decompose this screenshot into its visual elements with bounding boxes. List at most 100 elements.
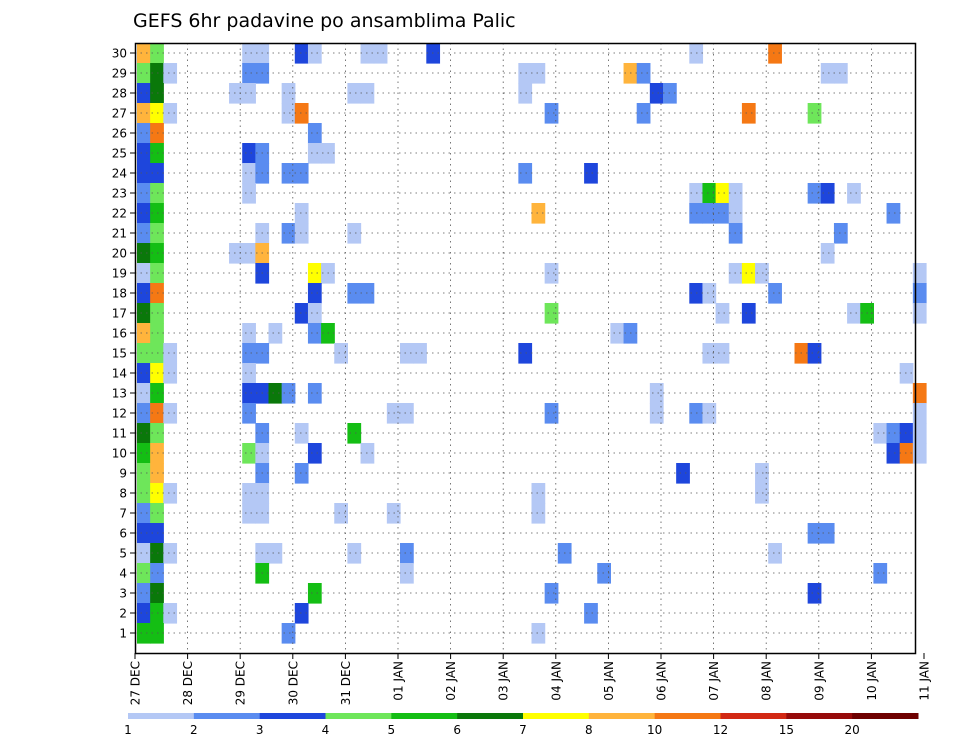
heatmap-cell [268,323,283,344]
heatmap-cell [518,83,533,104]
colorbar-segment [193,713,261,719]
y-tick-label: 23 [112,187,127,201]
heatmap-cell [242,243,256,264]
heatmap-cell [610,323,625,344]
heatmap-cell [137,43,151,64]
heatmap-cell [281,103,296,124]
colorbar-label: 15 [779,723,794,737]
heatmap-cell [741,103,756,124]
heatmap-cell [847,183,861,204]
heatmap-cell [137,203,151,224]
heatmap-cell [334,343,348,364]
heatmap-cell [242,163,256,184]
x-tick-label: 31 DEC [339,661,353,705]
heatmap-cell [137,483,151,504]
heatmap-cell [847,303,861,324]
heatmap-cell [649,83,664,104]
x-tick-label: 08 JAN [760,661,774,701]
y-tick-label: 3 [119,587,127,601]
heatmap-cell [242,343,256,364]
y-tick-label: 7 [119,507,127,521]
colorbar-label: 8 [585,723,593,737]
heatmap-cell [137,463,151,484]
heatmap-cell [137,383,151,404]
colorbar-segment [259,713,326,719]
heatmap-cell [531,503,546,524]
heatmap-cell [544,103,559,124]
heatmap-cell [833,223,848,244]
y-tick-label: 26 [112,127,127,141]
heatmap-cell [294,103,309,124]
heatmap-cell [531,483,546,504]
heatmap-cell [163,63,178,84]
heatmap-cell [137,563,151,584]
heatmap-cell [307,443,322,464]
heatmap-cell [242,383,256,404]
colorbar-label: 4 [322,723,330,737]
heatmap-cell [531,623,546,644]
heatmap-cell [163,103,178,124]
heatmap-cell [676,463,690,484]
heatmap-cell [229,83,243,104]
heatmap-cell [307,383,322,404]
heatmap-cell [807,183,822,204]
heatmap-cell [347,423,362,444]
heatmap-cell [715,303,730,324]
heatmap-cell [137,543,151,564]
heatmap-cell [137,583,151,604]
heatmap-cell [347,223,362,244]
x-tick-label: 30 DEC [286,661,300,705]
colorbar-segment [852,713,919,719]
heatmap-cell [242,63,256,84]
colorbar-segment [325,713,392,719]
y-tick-label: 5 [119,547,127,561]
heatmap-cell [373,43,388,64]
heatmap-cell [307,303,322,324]
heatmap-cell [518,63,533,84]
heatmap-cell [400,343,414,364]
x-tick-label: 29 DEC [234,661,248,705]
heatmap-cell [137,403,151,424]
heatmap-cell [137,363,151,384]
heatmap-cell [715,183,730,204]
colorbar-label: 6 [453,723,461,737]
heatmap-cell [820,183,835,204]
heatmap-cell [294,43,309,64]
heatmap-cell [413,343,427,364]
heatmap-cell [544,583,559,604]
heatmap-cell [807,523,822,544]
heatmap-cell [886,423,901,444]
heatmap-cell [307,123,322,144]
colorbar-label: 3 [256,723,264,737]
x-tick-label: 06 JAN [655,661,669,701]
colorbar-segment [523,713,590,719]
heatmap-cell [702,343,717,364]
heatmap-cell [307,43,322,64]
heatmap-cell [400,543,414,564]
heatmap-cell [137,443,151,464]
y-tick-label: 11 [112,427,127,441]
y-tick-label: 15 [112,347,127,361]
heatmap-cell [137,123,151,144]
heatmap-cell [307,323,322,344]
heatmap-cell [807,103,822,124]
heatmap-cell [820,523,835,544]
heatmap-cell [242,443,256,464]
colorbar-segment [720,713,787,719]
heatmap-cell [755,263,769,284]
heatmap-cell [886,443,901,464]
heatmap-cell [544,303,559,324]
x-tick-label: 01 JAN [392,661,406,701]
heatmap-cell [137,163,151,184]
x-axis: 27 DEC 28 DEC 29 DEC 30 DEC 31 DEC 01 JAN 02 J… [129,653,932,705]
heatmap-cell [242,503,256,524]
colorbar-segment [654,713,721,719]
y-tick-label: 18 [112,287,127,301]
y-tick-label: 28 [112,87,127,101]
heatmap-cell [294,463,309,484]
y-tick-label: 12 [112,407,127,421]
heatmap-cell [584,163,598,184]
heatmap-cell [347,543,362,564]
heatmap-cell [820,63,835,84]
heatmap-cell [242,323,256,344]
